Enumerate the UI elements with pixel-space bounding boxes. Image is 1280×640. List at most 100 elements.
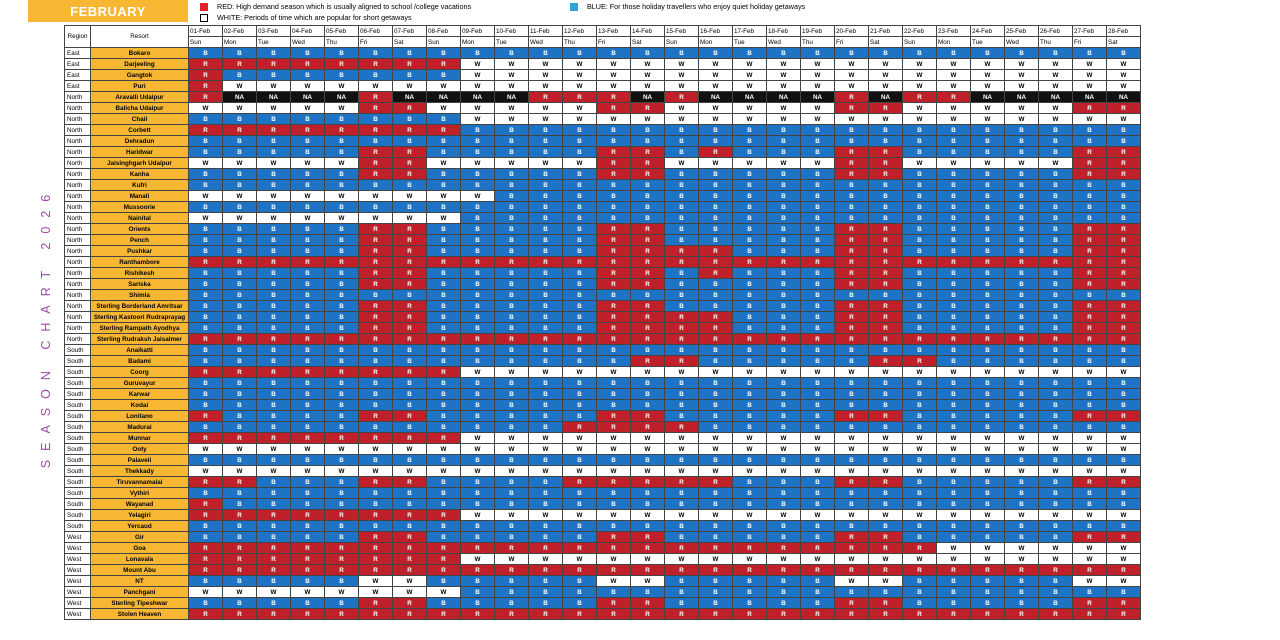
season-cell: R <box>528 608 563 620</box>
season-cell: B <box>936 267 971 279</box>
season-cell: W <box>936 157 971 169</box>
season-cell: B <box>698 410 733 422</box>
season-cell: R <box>494 256 529 268</box>
season-cell: B <box>426 135 461 147</box>
season-cell: B <box>222 487 257 499</box>
season-cell: B <box>868 520 903 532</box>
season-cell: B <box>222 355 257 367</box>
resort-cell: Mount Abu <box>90 564 189 576</box>
season-cell: R <box>1038 564 1073 576</box>
season-cell: R <box>1106 322 1141 334</box>
season-cell: R <box>358 278 393 290</box>
season-cell: W <box>936 69 971 81</box>
season-cell: B <box>392 47 427 59</box>
season-cell: R <box>392 256 427 268</box>
season-cell: B <box>970 278 1005 290</box>
season-cell: R <box>1072 608 1107 620</box>
season-cell: B <box>698 575 733 587</box>
season-cell: W <box>562 102 597 114</box>
season-cell: R <box>596 322 631 334</box>
season-cell: B <box>528 399 563 411</box>
season-cell: B <box>290 388 325 400</box>
day-header: Wed <box>766 36 801 48</box>
season-cell: R <box>596 597 631 609</box>
season-cell: B <box>1004 498 1039 510</box>
season-cell: W <box>732 432 767 444</box>
season-cell: W <box>1072 553 1107 565</box>
season-cell: B <box>460 520 495 532</box>
season-cell: R <box>562 91 597 103</box>
season-cell: R <box>698 333 733 345</box>
season-cell: R <box>358 234 393 246</box>
season-cell: W <box>936 465 971 477</box>
season-cell: B <box>426 377 461 389</box>
season-cell: B <box>358 47 393 59</box>
season-cell: R <box>596 234 631 246</box>
season-cell: B <box>936 278 971 290</box>
season-cell: W <box>902 102 937 114</box>
season-cell: B <box>834 355 869 367</box>
season-cell: R <box>698 564 733 576</box>
season-cell: B <box>528 124 563 136</box>
season-cell: R <box>1072 168 1107 180</box>
season-cell: B <box>324 146 359 158</box>
season-cell: R <box>868 333 903 345</box>
season-cell: B <box>800 476 835 488</box>
season-cell: W <box>460 80 495 92</box>
season-cell: B <box>1072 377 1107 389</box>
season-cell: W <box>800 69 835 81</box>
season-cell: B <box>528 531 563 543</box>
resort-cell: Gangtok <box>90 69 189 81</box>
season-cell: B <box>664 201 699 213</box>
table-row: North Chail B B B B B B B B W W W W W W W W W W W W W W W W W W W W <box>64 113 1141 125</box>
season-cell: B <box>970 344 1005 356</box>
season-cell: R <box>596 256 631 268</box>
season-cell: B <box>732 179 767 191</box>
season-cell: W <box>426 190 461 202</box>
season-cell: B <box>902 377 937 389</box>
season-cell: W <box>290 465 325 477</box>
season-cell: B <box>392 289 427 301</box>
season-cell: B <box>698 344 733 356</box>
season-cell: B <box>766 201 801 213</box>
season-cell: R <box>664 542 699 554</box>
resort-cell: Guruvayur <box>90 377 189 389</box>
season-cell: R <box>188 91 223 103</box>
season-cell: B <box>256 168 291 180</box>
season-cell: R <box>358 564 393 576</box>
region-cell: West <box>64 564 91 576</box>
season-cell: B <box>834 421 869 433</box>
season-cell: R <box>392 597 427 609</box>
season-cell: B <box>562 322 597 334</box>
season-cell: W <box>460 443 495 455</box>
season-cell: W <box>426 586 461 598</box>
date-header: 27-Feb <box>1072 25 1107 37</box>
season-cell: B <box>256 575 291 587</box>
season-cell: B <box>698 47 733 59</box>
season-cell: B <box>358 388 393 400</box>
season-cell: W <box>970 102 1005 114</box>
season-cell: B <box>528 454 563 466</box>
season-cell: B <box>732 234 767 246</box>
season-cell: W <box>902 157 937 169</box>
season-cell: W <box>970 553 1005 565</box>
season-cell: R <box>698 245 733 257</box>
season-cell: NA <box>1038 91 1073 103</box>
region-cell: West <box>64 597 91 609</box>
season-cell: B <box>732 421 767 433</box>
season-cell: B <box>800 190 835 202</box>
season-cell: B <box>358 113 393 125</box>
season-cell: W <box>426 80 461 92</box>
region-cell: West <box>64 575 91 587</box>
season-cell: R <box>324 542 359 554</box>
season-cell: B <box>732 201 767 213</box>
season-cell: R <box>834 102 869 114</box>
season-cell: B <box>868 421 903 433</box>
season-cell: B <box>562 278 597 290</box>
season-cell: B <box>494 520 529 532</box>
season-cell: B <box>664 289 699 301</box>
season-cell: B <box>222 168 257 180</box>
season-cell: B <box>970 47 1005 59</box>
season-cell: B <box>800 399 835 411</box>
season-cell: B <box>970 135 1005 147</box>
